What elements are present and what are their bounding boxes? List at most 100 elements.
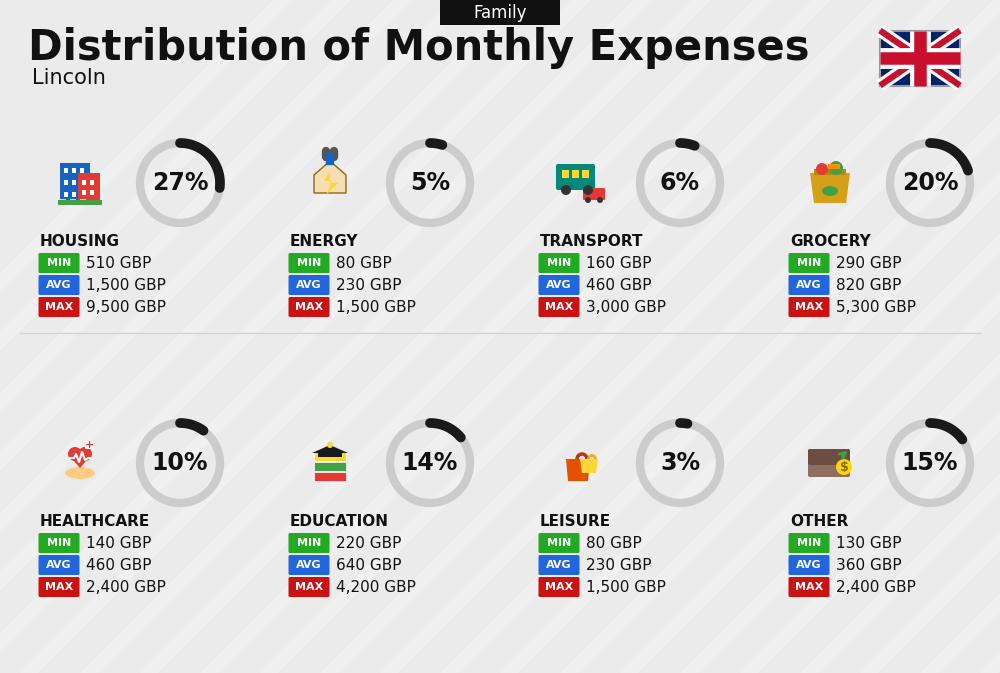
Text: 5%: 5% — [410, 171, 450, 195]
FancyBboxPatch shape — [80, 199, 86, 203]
Text: MAX: MAX — [795, 302, 823, 312]
Text: 230 GBP: 230 GBP — [336, 277, 402, 293]
FancyBboxPatch shape — [90, 180, 94, 185]
FancyBboxPatch shape — [85, 441, 93, 449]
Text: 20%: 20% — [902, 171, 958, 195]
FancyBboxPatch shape — [828, 164, 840, 169]
FancyBboxPatch shape — [82, 180, 86, 185]
FancyBboxPatch shape — [788, 533, 830, 553]
FancyBboxPatch shape — [538, 297, 580, 317]
FancyBboxPatch shape — [72, 168, 76, 173]
Text: 5,300 GBP: 5,300 GBP — [836, 299, 916, 314]
Text: MIN: MIN — [47, 258, 71, 268]
FancyBboxPatch shape — [583, 188, 605, 200]
Text: 14%: 14% — [402, 451, 458, 475]
Text: 1,500 GBP: 1,500 GBP — [86, 277, 166, 293]
Text: 230 GBP: 230 GBP — [586, 557, 652, 573]
Text: 640 GBP: 640 GBP — [336, 557, 402, 573]
Circle shape — [816, 163, 828, 175]
Text: AVG: AVG — [796, 560, 822, 570]
FancyBboxPatch shape — [64, 192, 68, 197]
Text: AVG: AVG — [296, 280, 322, 290]
Polygon shape — [312, 445, 348, 453]
Text: 6%: 6% — [660, 171, 700, 195]
FancyBboxPatch shape — [288, 533, 330, 553]
FancyBboxPatch shape — [82, 190, 86, 195]
Text: 4,200 GBP: 4,200 GBP — [336, 579, 416, 594]
FancyBboxPatch shape — [314, 462, 346, 471]
FancyBboxPatch shape — [538, 253, 580, 273]
Text: 820 GBP: 820 GBP — [836, 277, 901, 293]
FancyBboxPatch shape — [288, 577, 330, 597]
FancyBboxPatch shape — [538, 275, 580, 295]
Circle shape — [836, 459, 852, 475]
FancyBboxPatch shape — [288, 555, 330, 575]
Ellipse shape — [822, 186, 838, 196]
FancyBboxPatch shape — [38, 555, 80, 575]
Text: Lincoln: Lincoln — [32, 68, 106, 88]
FancyBboxPatch shape — [80, 168, 84, 173]
FancyBboxPatch shape — [64, 180, 68, 185]
Circle shape — [597, 197, 603, 203]
Text: OTHER: OTHER — [790, 513, 848, 528]
Text: AVG: AVG — [546, 560, 572, 570]
Text: 360 GBP: 360 GBP — [836, 557, 902, 573]
FancyBboxPatch shape — [788, 297, 830, 317]
FancyBboxPatch shape — [38, 577, 80, 597]
FancyBboxPatch shape — [538, 555, 580, 575]
Polygon shape — [314, 161, 346, 193]
Text: 460 GBP: 460 GBP — [586, 277, 652, 293]
FancyBboxPatch shape — [80, 180, 84, 185]
FancyBboxPatch shape — [880, 30, 960, 85]
FancyBboxPatch shape — [38, 533, 80, 553]
FancyBboxPatch shape — [538, 533, 580, 553]
Text: 140 GBP: 140 GBP — [86, 536, 151, 551]
Text: 220 GBP: 220 GBP — [336, 536, 401, 551]
Circle shape — [583, 185, 593, 195]
Text: MIN: MIN — [47, 538, 71, 548]
Text: 9,500 GBP: 9,500 GBP — [86, 299, 166, 314]
Text: MIN: MIN — [297, 538, 321, 548]
FancyBboxPatch shape — [70, 199, 76, 203]
FancyBboxPatch shape — [58, 200, 102, 205]
Ellipse shape — [65, 467, 95, 479]
Text: MIN: MIN — [547, 258, 571, 268]
Polygon shape — [324, 171, 338, 195]
FancyBboxPatch shape — [60, 199, 66, 203]
Text: ENERGY: ENERGY — [290, 234, 358, 248]
FancyBboxPatch shape — [288, 253, 330, 273]
Text: Distribution of Monthly Expenses: Distribution of Monthly Expenses — [28, 27, 810, 69]
FancyBboxPatch shape — [788, 577, 830, 597]
Text: 27%: 27% — [152, 171, 208, 195]
Text: MIN: MIN — [797, 538, 821, 548]
FancyBboxPatch shape — [314, 452, 346, 461]
Text: AVG: AVG — [296, 560, 322, 570]
Circle shape — [327, 442, 333, 448]
Text: MAX: MAX — [545, 302, 573, 312]
Text: AVG: AVG — [46, 560, 72, 570]
FancyBboxPatch shape — [318, 451, 342, 457]
FancyBboxPatch shape — [60, 163, 90, 201]
Text: MIN: MIN — [297, 258, 321, 268]
FancyBboxPatch shape — [808, 449, 850, 477]
Polygon shape — [810, 173, 850, 203]
Text: MAX: MAX — [545, 582, 573, 592]
FancyBboxPatch shape — [288, 297, 330, 317]
Polygon shape — [580, 459, 598, 473]
FancyBboxPatch shape — [582, 170, 589, 178]
FancyBboxPatch shape — [72, 192, 76, 197]
Text: MAX: MAX — [45, 582, 73, 592]
Text: HEALTHCARE: HEALTHCARE — [40, 513, 150, 528]
FancyBboxPatch shape — [788, 275, 830, 295]
Text: GROCERY: GROCERY — [790, 234, 871, 248]
FancyBboxPatch shape — [814, 169, 846, 175]
Text: 15%: 15% — [902, 451, 958, 475]
Text: Family: Family — [473, 4, 527, 22]
Text: 2,400 GBP: 2,400 GBP — [86, 579, 166, 594]
FancyBboxPatch shape — [90, 190, 94, 195]
FancyBboxPatch shape — [562, 170, 569, 178]
Text: 1,500 GBP: 1,500 GBP — [336, 299, 416, 314]
Text: +: + — [84, 440, 94, 450]
FancyBboxPatch shape — [80, 192, 84, 197]
Text: AVG: AVG — [796, 280, 822, 290]
